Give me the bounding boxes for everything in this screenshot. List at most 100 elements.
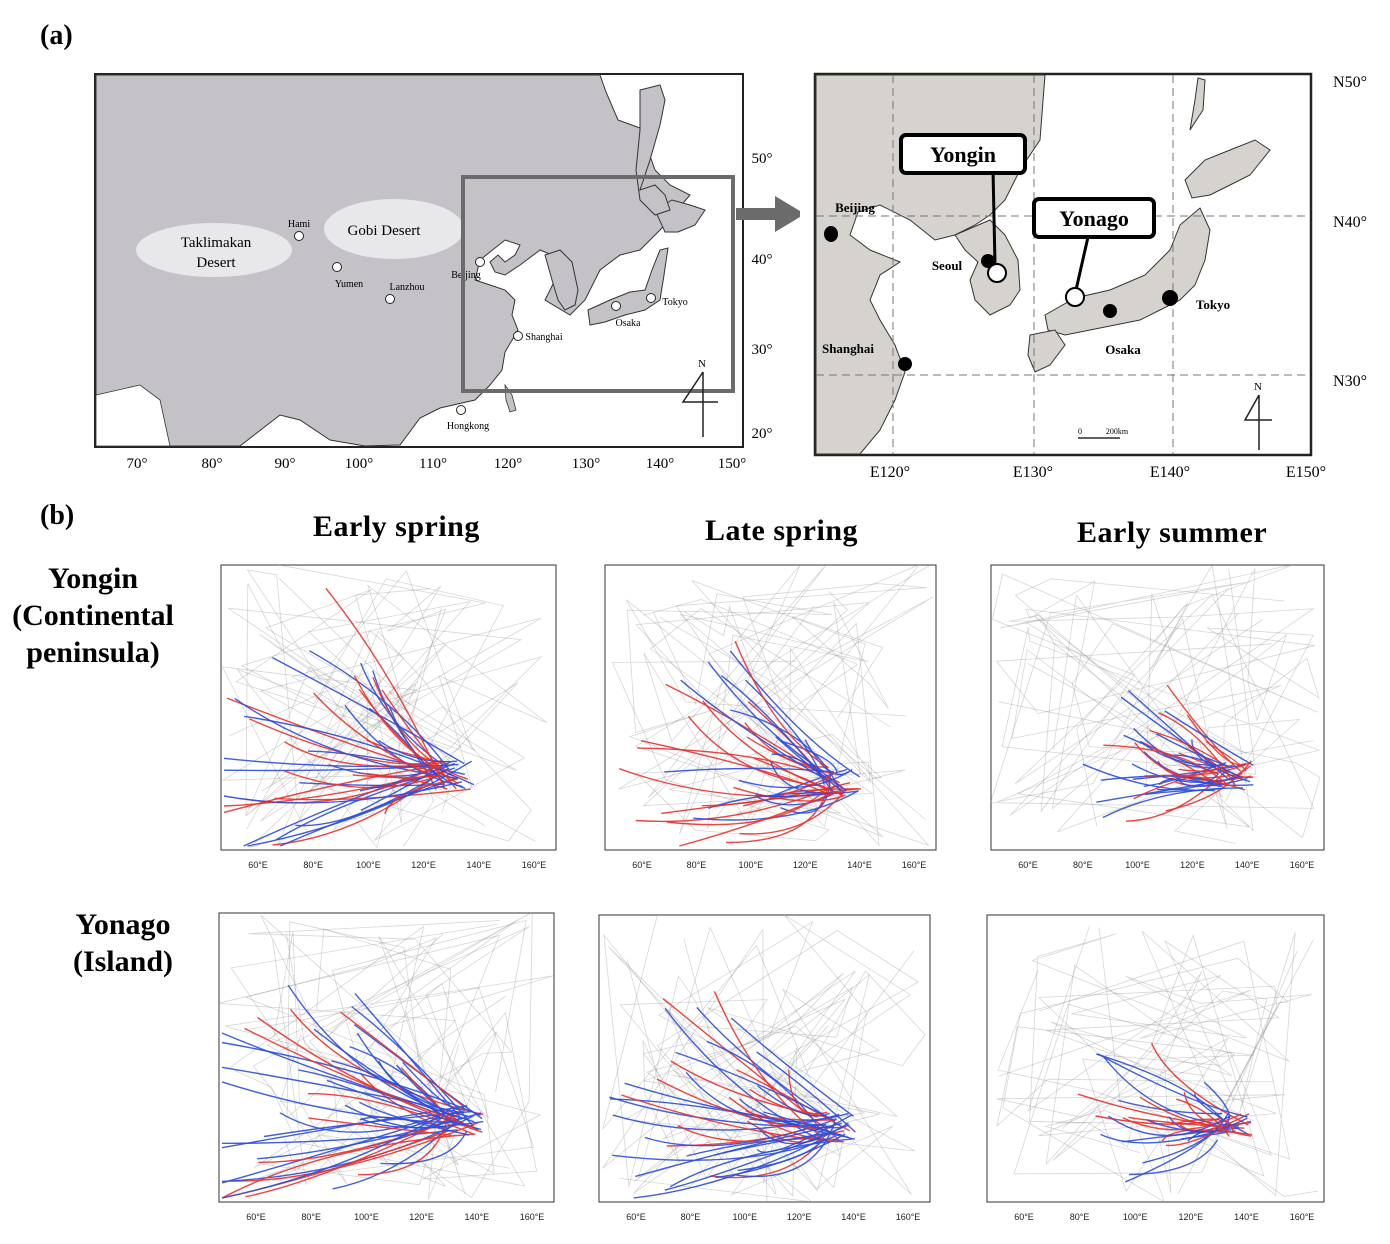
trajectory-blue [664,767,834,773]
trajectory-red [736,1069,851,1132]
trajectory-blue [707,661,824,772]
trajectory-blue [736,1122,836,1178]
lon-tick-label: 80°E [1070,1212,1090,1222]
lon-tick-label: 60°E [626,1212,646,1222]
lon-tick-label: 100°E [732,1212,757,1222]
overview-lat-50: 50° [752,151,773,167]
trajectory-map-yongin-late-spring: 60°E 80°E 100°E 120°E 140°E 160°E [604,564,937,870]
trajectory-red [358,689,459,785]
trajectory-blue [775,736,846,794]
lon-tick-label: 160°E [1290,1212,1315,1222]
lon-tick-label: 80°E [1073,860,1093,870]
trajectory-red [340,1011,465,1108]
trajectory-blue [749,1113,840,1123]
trajectory-blue [402,1061,465,1111]
trajectory-red [1158,712,1236,786]
trajectory-blue [664,1007,824,1142]
korea-peninsula [544,249,579,311]
trajectory-blue [738,769,853,789]
trajectory-blue [756,1051,856,1133]
trajectory-blue [768,768,848,799]
trajectory-red [1150,1043,1249,1126]
lon-tick-label: 160°E [896,1212,921,1222]
trajectory-blue [1100,1127,1230,1144]
trajectory-blue [757,792,835,806]
trajectory-red [372,676,469,780]
inset-lon-130: E130° [1013,464,1053,481]
trajectory-blue [359,1101,470,1136]
lon-tick-label: 100°E [1125,860,1150,870]
overview-lon-120: 120° [494,456,523,472]
japan-islands [587,247,669,326]
trajectory-map-yonago-early-summer: 60°E 80°E 100°E 120°E 140°E 160°E [986,914,1325,1222]
trajectory-red [258,1117,456,1164]
trajectory-map-yongin-early-spring: 60°E 80°E 100°E 120°E 140°E 160°E [220,564,557,870]
lon-tick-label: 100°E [1123,1212,1148,1222]
overview-lat-30: 30° [752,342,773,358]
lon-tick-label: 140°E [466,860,491,870]
row-yonago-line1: Yonago [75,908,171,941]
lon-tick-label: 60°E [248,860,268,870]
overview-lon-80: 80° [202,456,223,472]
lon-tick-label: 120°E [1180,860,1205,870]
trajectory-red [1133,764,1234,800]
trajectory-blue [612,1135,836,1161]
trajectory-blue [720,675,834,793]
lon-tick-label: 100°E [356,860,381,870]
lon-tick-label: 160°E [1290,860,1315,870]
lon-tick-label: 140°E [1235,860,1260,870]
lon-tick-label: 80°E [681,1212,701,1222]
trajectory-red [357,1111,450,1176]
lon-tick-label: 140°E [841,1212,866,1222]
trajectory-blue [221,1110,449,1199]
gobi-label: Gobi Desert [348,223,422,239]
inset-city-tokyo: Tokyo [1196,297,1230,312]
trajectory-blue [729,650,861,778]
inset-north-arrow-icon [1243,394,1272,450]
overview-lon-150: 150° [718,456,747,472]
trajectory-blue [309,650,446,765]
trajectory-blue [1097,1053,1248,1118]
taklimakan-label-2: Desert [196,255,236,271]
trajectory-blue [223,781,462,804]
trajectory-red [325,587,446,790]
city-beijing: Beijing [451,270,480,281]
season-early-summer: Early summer [1077,516,1268,549]
trajectory-red [221,1133,476,1199]
trajectory-blue [354,992,463,1120]
trajectory-red [1172,1118,1234,1132]
trajectory-blue [380,1130,468,1165]
trajectory-red [742,771,836,807]
city-lanzhou: Lanzhou [390,282,425,293]
scale-end: 200km [1106,427,1129,436]
site-yongin-label: Yongin [930,142,996,167]
inset-city-seoul: Seoul [932,258,963,273]
trajectory-blue [1102,787,1243,819]
lon-tick-label: 140°E [1234,1212,1259,1222]
trajectory-blue [633,1138,822,1199]
overview-lon-100: 100° [345,456,374,472]
trajectory-blue [693,789,859,821]
row-yongin-line2: (Continental [12,599,174,632]
trajectory-red [733,786,846,802]
trajectory-red [662,998,838,1139]
season-late-spring: Late spring [705,514,859,547]
trajectory-blue [1164,710,1254,766]
lon-tick-label: 140°E [847,860,872,870]
trajectory-red [284,741,440,767]
trajectory-blue [1132,763,1247,780]
trajectory-red [312,692,437,779]
panel-a-label: (a) [40,20,73,51]
trajectory-blue [221,1066,464,1114]
trajectory-blue [1172,754,1243,779]
inset-city-shanghai: Shanghai [822,341,874,356]
trajectory-blue [1107,1115,1231,1137]
trajectory-blue [1193,1093,1250,1136]
trajectory-red [381,689,457,790]
trajectory-red [244,1027,476,1129]
overview-lon-140: 140° [646,456,675,472]
lon-tick-label: 100°E [738,860,763,870]
trajectory-red [223,765,437,814]
lon-tick-label: 140°E [464,1212,489,1222]
trajectory-blue [378,1060,469,1117]
